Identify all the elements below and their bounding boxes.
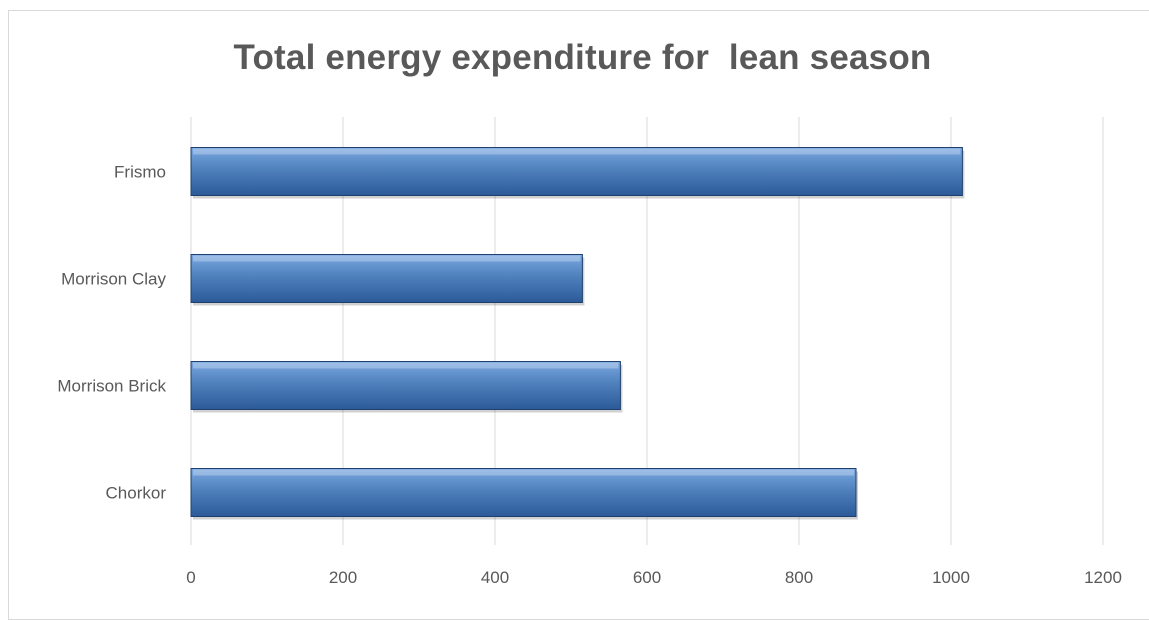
x-tick-label: 1200 bbox=[1084, 568, 1122, 587]
bar bbox=[190, 147, 965, 199]
bar bbox=[190, 361, 623, 413]
x-tick-label: 600 bbox=[633, 568, 661, 587]
x-tick-label: 800 bbox=[785, 568, 813, 587]
bar bbox=[190, 468, 858, 520]
bar-fill bbox=[190, 147, 963, 196]
category-labels: Frismo Morrison Clay Morrison Brick Chorkor bbox=[57, 163, 166, 503]
bars bbox=[190, 147, 965, 520]
bar-highlight bbox=[193, 469, 854, 476]
bar-fill bbox=[190, 361, 621, 410]
chart-frame bbox=[8, 10, 1149, 620]
chart-title: Total energy expenditure for lean season bbox=[233, 38, 932, 77]
category-label: Morrison Brick bbox=[57, 377, 166, 396]
bar-highlight bbox=[193, 148, 961, 155]
category-label: Frismo bbox=[114, 163, 166, 182]
category-label: Morrison Clay bbox=[61, 270, 166, 289]
bar-highlight bbox=[193, 362, 619, 369]
x-tick-label: 400 bbox=[481, 568, 509, 587]
bar-fill bbox=[190, 468, 857, 517]
category-label: Chorkor bbox=[106, 484, 167, 503]
bar-fill bbox=[190, 254, 583, 303]
bar bbox=[190, 254, 585, 306]
x-axis-tick-labels: 0 200 400 600 800 1000 1200 bbox=[186, 568, 1122, 587]
bar-chart: Frismo Morrison Clay Morrison Brick Chorkor… bbox=[57, 117, 1122, 587]
bar-highlight bbox=[193, 255, 581, 262]
x-tick-label: 1000 bbox=[932, 568, 970, 587]
x-tick-label: 0 bbox=[186, 568, 195, 587]
x-tick-label: 200 bbox=[329, 568, 357, 587]
